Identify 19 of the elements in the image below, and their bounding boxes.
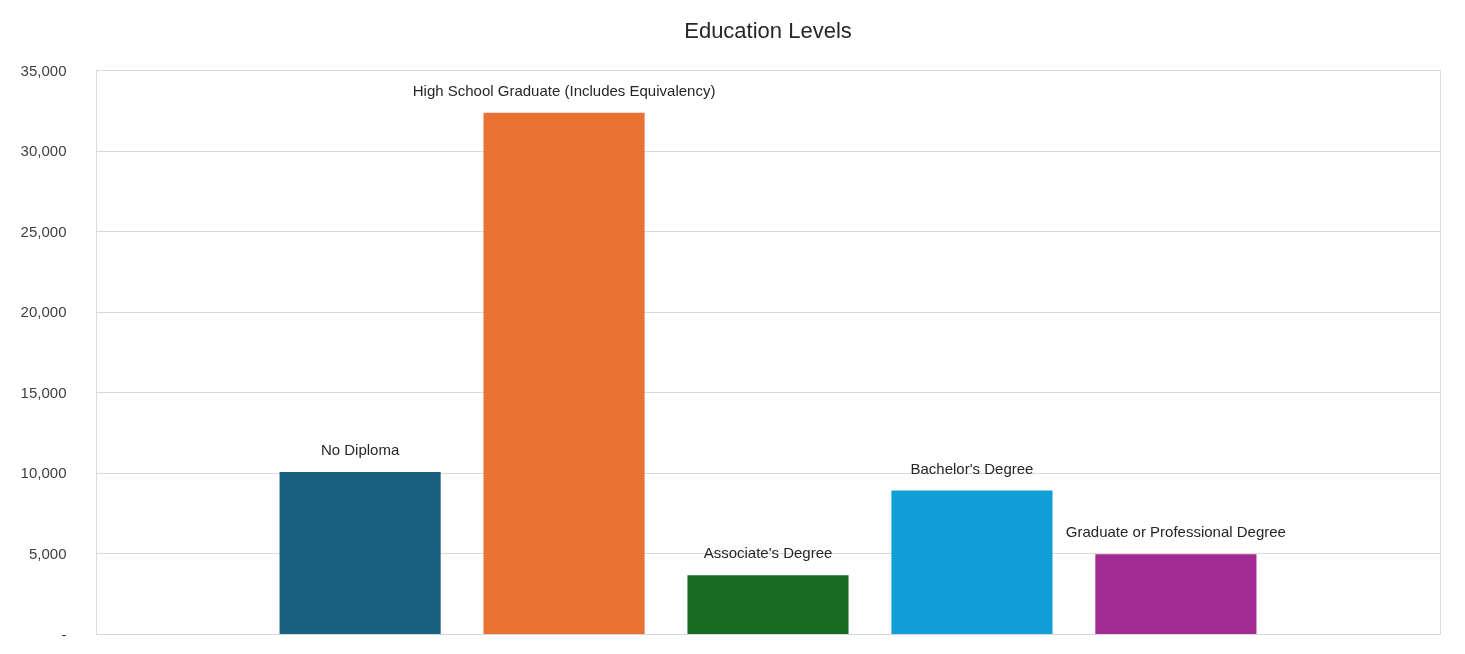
y-tick-label: 30,000 [20, 142, 67, 160]
x-tick-label: Graduate or Professional Degree [1065, 523, 1286, 541]
x-tick-label: Associate's Degree [703, 544, 833, 562]
x-tick-label: High School Graduate (Includes Equivalency) [412, 81, 716, 99]
x-tick-label: Bachelor's Degree [910, 459, 1034, 477]
x-tick-label: No Diploma [320, 441, 400, 459]
y-tick-label: 20,000 [20, 303, 67, 321]
bar [891, 490, 1053, 634]
bar [1095, 554, 1257, 634]
y-tick-label: 15,000 [20, 383, 67, 401]
y-tick-label: 10,000 [20, 464, 67, 482]
y-tick-label: 5,000 [28, 544, 67, 562]
bar [687, 575, 849, 634]
y-tick-label: 35,000 [20, 61, 67, 79]
chart-title: Education Levels [684, 18, 852, 43]
bar [279, 472, 441, 634]
bar [483, 112, 645, 634]
y-tick-label: - [61, 625, 67, 643]
y-tick-label: 25,000 [20, 222, 67, 240]
